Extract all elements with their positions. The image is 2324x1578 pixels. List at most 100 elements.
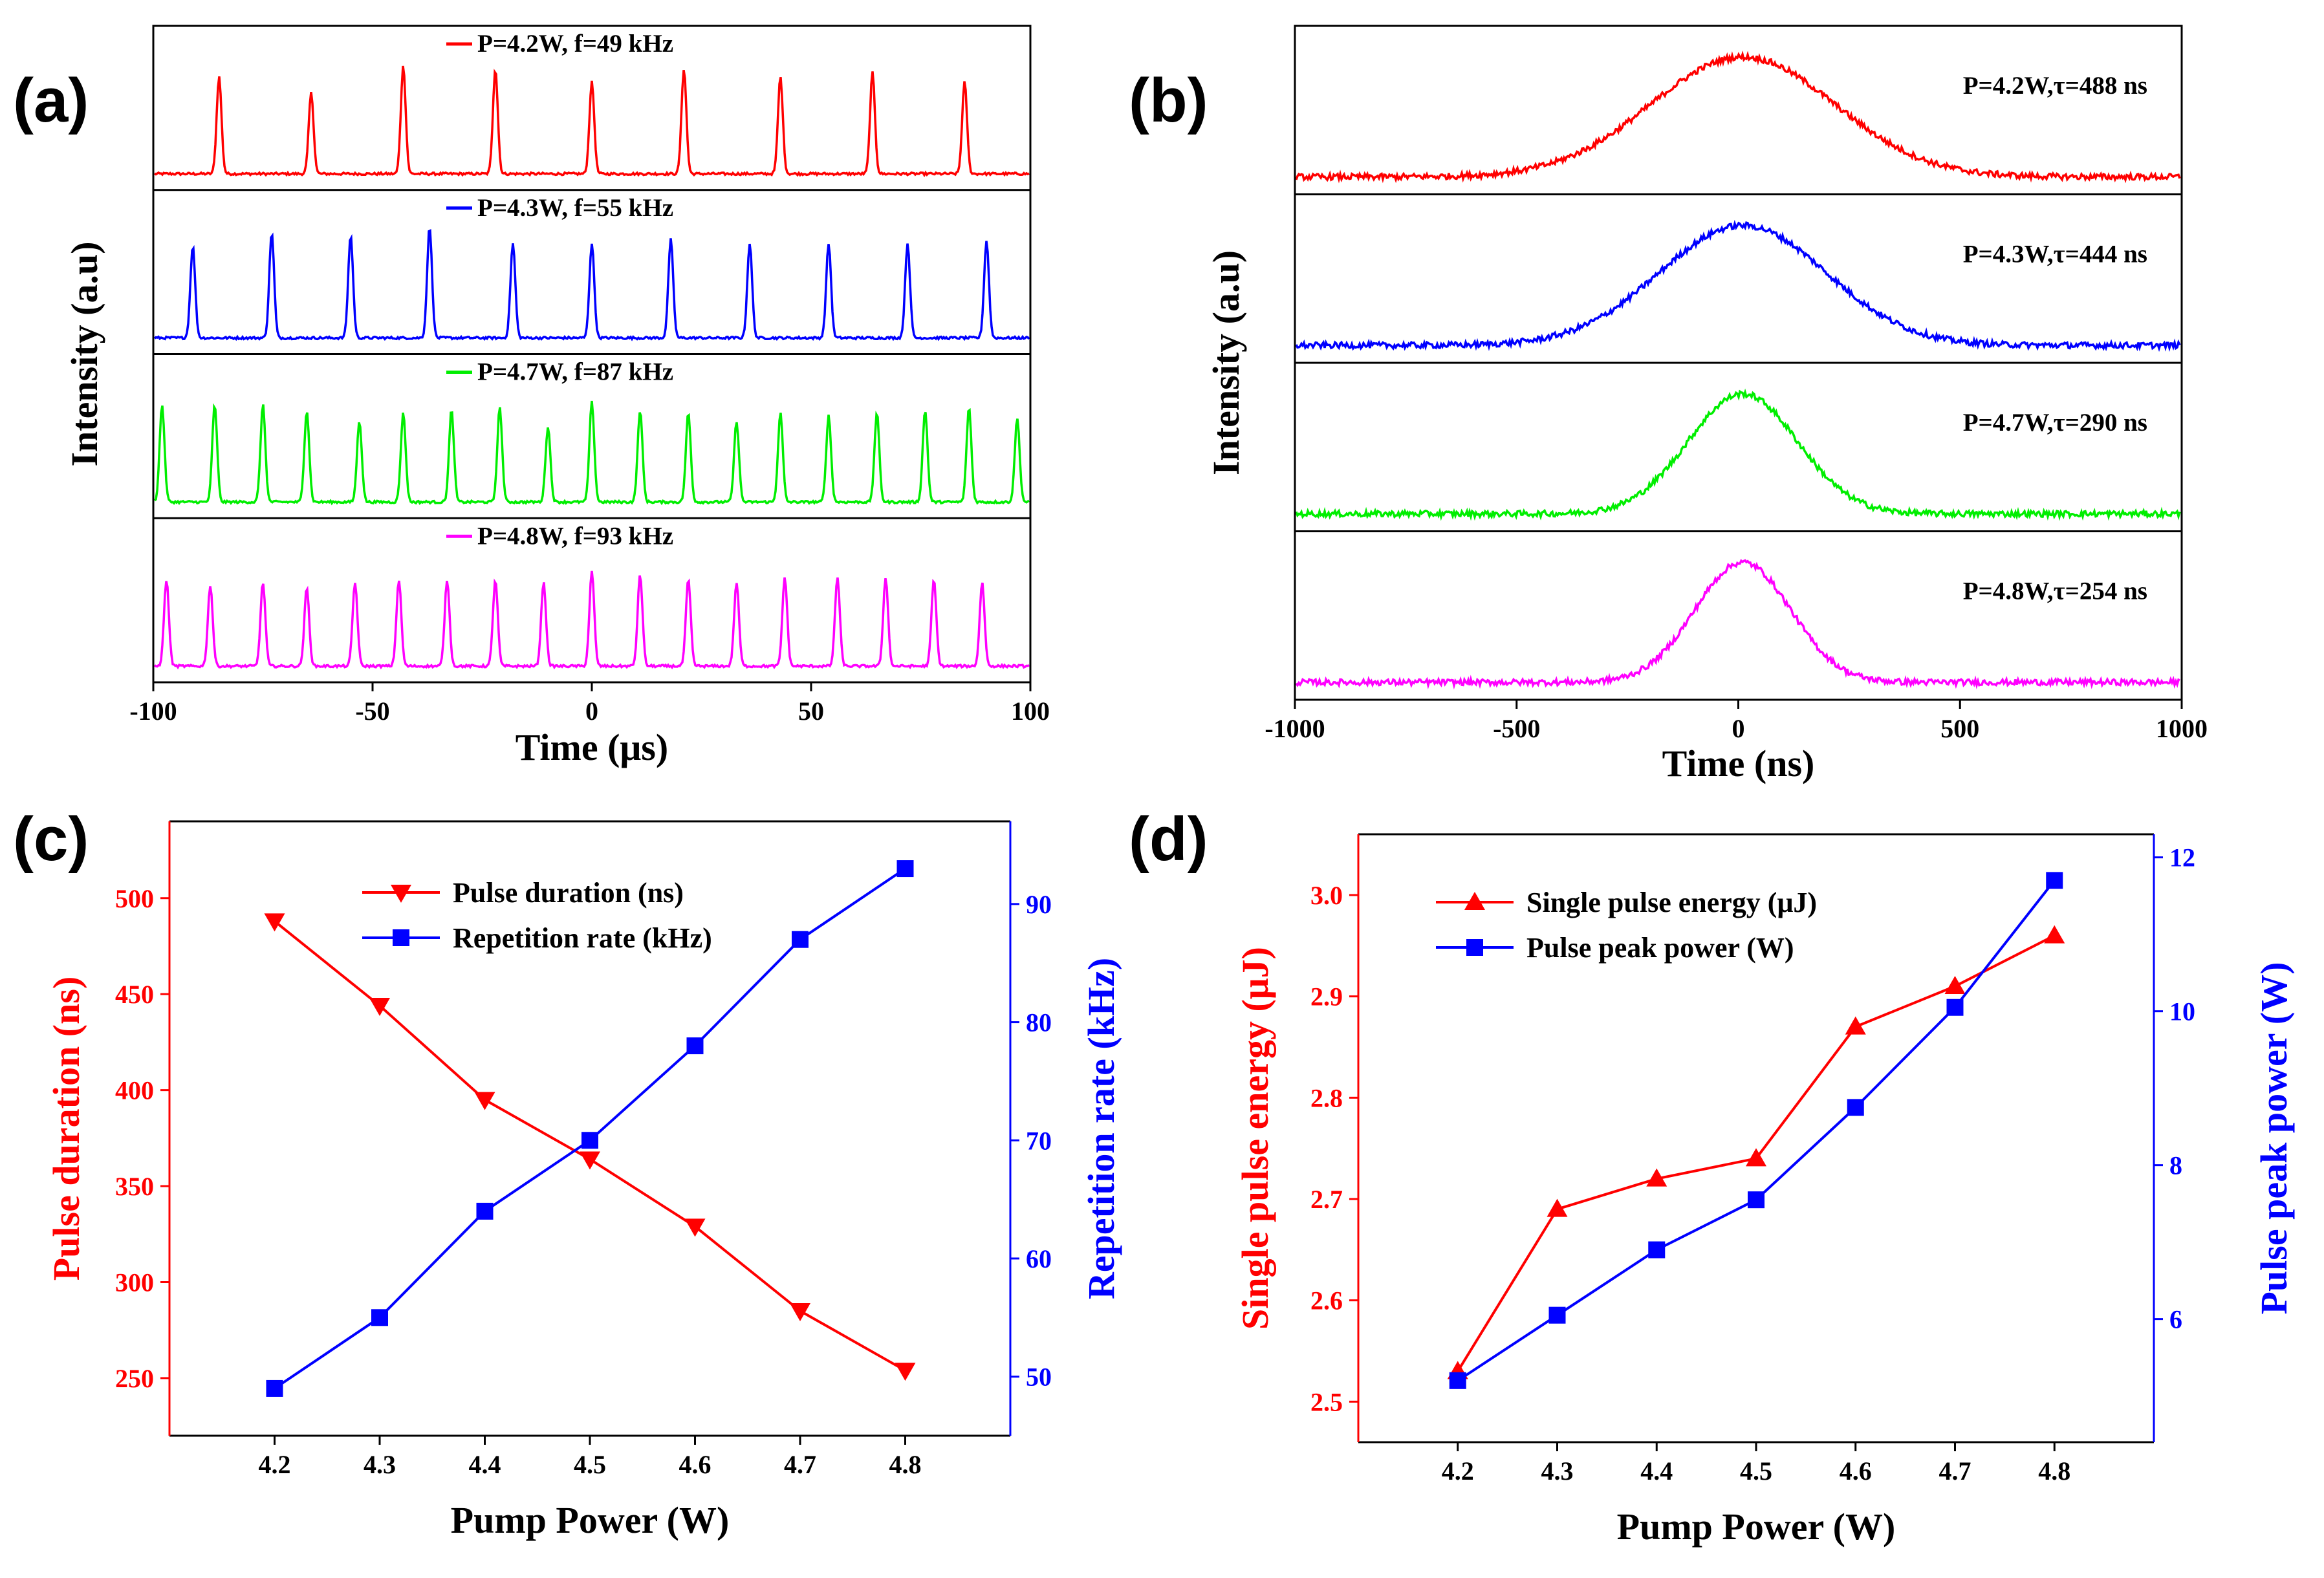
- x-tick-label: 4.2: [259, 1450, 291, 1479]
- x-tick-label: 4.8: [889, 1450, 922, 1479]
- right-tick-label: 70: [1026, 1126, 1052, 1155]
- right-axis-title: Repetition rate (kHz): [1080, 958, 1122, 1299]
- legend-a-1-label: P=4.2W, f=49 kHz: [477, 30, 673, 58]
- right-tick-label: 50: [1026, 1363, 1052, 1392]
- right-axis-title: Pulse peak power (W): [2253, 962, 2295, 1314]
- left-tick-label: 250: [115, 1364, 154, 1393]
- right-tick-label: 10: [2169, 997, 2195, 1026]
- left-tick-label: 450: [115, 980, 154, 1009]
- x-axis-title: Pump Power (W): [1617, 1506, 1896, 1548]
- left-tick-label: 2.5: [1310, 1387, 1343, 1416]
- series-2-point: [2046, 872, 2063, 889]
- chart-c: 4.2 4.3 4.4 4.5 4.6 4.7 4.8 250 300 350 400 450 500 5…: [45, 820, 1122, 1541]
- y-axis-title-a: Intensity (a.u): [63, 241, 105, 466]
- left-tick-label: 2.7: [1310, 1185, 1343, 1214]
- right-tick-label: 60: [1026, 1244, 1052, 1273]
- series-2-point: [476, 1202, 494, 1220]
- pulse-2-label: P=4.3W,τ=444 ns: [1963, 241, 2147, 268]
- trace-3-line: [153, 400, 1030, 506]
- series-2-point: [371, 1309, 388, 1326]
- right-tick-label: 12: [2169, 843, 2195, 872]
- pulse-3-label: P=4.7W,τ=290 ns: [1963, 409, 2147, 437]
- series-1-point: [2044, 925, 2065, 944]
- series-1-point: [580, 1151, 600, 1170]
- x-tick-label: 4.3: [1541, 1456, 1574, 1486]
- chart-b: P=4.2W,τ=488 ns P=4.3W,τ=444 ns P=4.7W,τ=2…: [1205, 25, 2208, 784]
- legend-2-marker: [1466, 939, 1483, 956]
- panel-label-d: (d): [1129, 805, 1208, 874]
- x-tick-label: 4.2: [1442, 1456, 1474, 1486]
- panel-label-b: (b): [1129, 66, 1208, 135]
- series-1-point: [1746, 1148, 1766, 1167]
- pulse-1-label: P=4.2W,τ=488 ns: [1963, 72, 2147, 100]
- legend-a-2-label: P=4.3W, f=55 kHz: [477, 194, 673, 222]
- pulse-4-label: P=4.8W,τ=254 ns: [1963, 578, 2147, 605]
- x-tick-label: 4.5: [1740, 1456, 1772, 1486]
- x-axis-title-b: Time (ns): [1662, 742, 1815, 784]
- series-2-point: [266, 1379, 283, 1397]
- series-1-point: [895, 1363, 916, 1381]
- left-tick-label: 2.6: [1310, 1286, 1343, 1315]
- right-tick-label: 90: [1026, 890, 1052, 919]
- a-x-tick-label: 50: [798, 697, 824, 726]
- series-2-point: [1946, 999, 1964, 1016]
- x-axis-title: Pump Power (W): [451, 1499, 730, 1541]
- legend-1-marker: [391, 885, 411, 903]
- x-tick-label: 4.7: [784, 1450, 816, 1479]
- series-2-point: [1847, 1099, 1864, 1116]
- series-2-point: [896, 860, 914, 878]
- pulse-1-line: [1295, 50, 2181, 184]
- series-1-point: [790, 1303, 810, 1322]
- left-axis-title: Single pulse energy (μJ): [1234, 947, 1276, 1330]
- trace-1-line: [154, 65, 1030, 178]
- legend-a-4-label: P=4.8W, f=93 kHz: [477, 522, 673, 550]
- x-tick-label: 4.3: [364, 1450, 396, 1479]
- trace-2-line: [153, 229, 1030, 341]
- left-tick-label: 300: [115, 1268, 154, 1297]
- left-tick-label: 2.9: [1310, 982, 1343, 1011]
- legend-2-marker: [393, 929, 409, 946]
- b-x-tick-label: 1000: [2156, 714, 2208, 743]
- pulse-2-line: [1295, 219, 2181, 352]
- series-1-point: [684, 1218, 706, 1237]
- a-x-tick-label: -50: [355, 697, 389, 726]
- x-tick-label: 4.4: [1640, 1456, 1673, 1486]
- b-x-tick-label: -1000: [1265, 714, 1325, 743]
- series-1-point: [264, 913, 285, 932]
- x-axis-title-a: Time (μs): [516, 726, 668, 768]
- x-tick-label: 4.6: [1840, 1456, 1872, 1486]
- series-2-point: [581, 1132, 598, 1149]
- panel-label-a: (a): [13, 66, 89, 135]
- left-tick-label: 3.0: [1310, 881, 1343, 910]
- series-2-point: [1648, 1241, 1666, 1259]
- series-2-point: [686, 1037, 704, 1055]
- pulse-3-line: [1295, 388, 2181, 521]
- trace-4-line: [153, 570, 1030, 670]
- a-x-tick-label: -100: [129, 697, 177, 726]
- right-tick-label: 80: [1026, 1008, 1052, 1037]
- x-tick-label: 4.4: [469, 1450, 501, 1479]
- pulse-4-line: [1295, 559, 2180, 690]
- x-tick-label: 4.5: [574, 1450, 606, 1479]
- series-2-point: [1748, 1191, 1765, 1209]
- legend-a-3-label: P=4.7W, f=87 kHz: [477, 358, 673, 386]
- b-x-tick-label: 0: [1732, 714, 1745, 743]
- legend-1-label: Single pulse energy (μJ): [1526, 887, 1817, 918]
- legend-1-marker: [1464, 892, 1485, 910]
- series-1-point: [1845, 1016, 1866, 1035]
- right-tick-label: 6: [2169, 1305, 2182, 1334]
- b-x-tick-label: -500: [1493, 714, 1540, 743]
- series-1-point: [369, 998, 390, 1016]
- a-x-tick-label: 0: [585, 697, 598, 726]
- legend-2-label: Pulse peak power (W): [1526, 932, 1794, 964]
- series-1-point: [474, 1092, 495, 1110]
- left-tick-label: 350: [115, 1172, 154, 1201]
- legend-2-label: Repetition rate (kHz): [453, 922, 712, 954]
- left-tick-label: 400: [115, 1076, 154, 1105]
- series-1-point: [1646, 1168, 1667, 1187]
- a-x-tick-label: 100: [1011, 697, 1050, 726]
- legend-1-label: Pulse duration (ns): [453, 877, 684, 909]
- left-axis-title: Pulse duration (ns): [45, 977, 87, 1281]
- right-tick-label: 8: [2169, 1151, 2182, 1180]
- left-tick-label: 500: [115, 884, 154, 913]
